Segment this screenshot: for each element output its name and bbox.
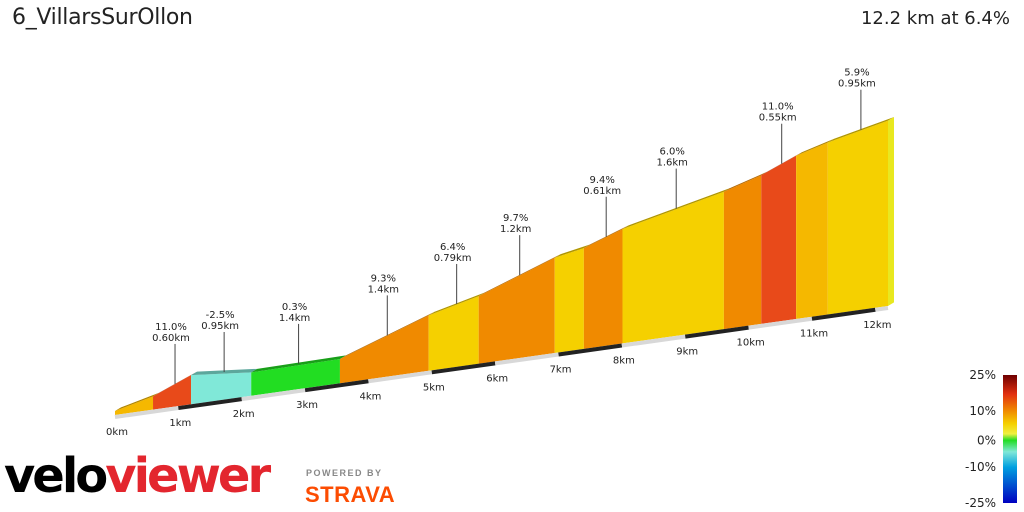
profile-segment xyxy=(583,229,623,349)
segment-grade-label: -2.5% xyxy=(206,310,235,321)
profile-segment-top xyxy=(723,171,768,192)
segment-length-label: 0.60km xyxy=(152,333,190,344)
baseline-km-stripe xyxy=(241,388,306,402)
profile-segment xyxy=(827,120,888,315)
segment-grade-label: 9.3% xyxy=(371,273,396,284)
segment-length-label: 0.95km xyxy=(201,321,239,332)
profile-segment xyxy=(796,142,828,319)
segment-grade-label: 5.9% xyxy=(844,68,869,79)
veloviewer-logo: veloviewer xyxy=(4,452,271,500)
segment-length-label: 1.6km xyxy=(656,158,687,169)
logo-velo: velo xyxy=(4,448,108,504)
baseline-km-stripe xyxy=(684,325,749,339)
segment-grade-label: 9.7% xyxy=(503,213,528,224)
baseline-km-stripe xyxy=(875,306,889,312)
segment-grade-label: 6.4% xyxy=(440,242,465,253)
baseline-km-stripe xyxy=(621,334,686,348)
profile-segment-top xyxy=(583,225,629,249)
strava-logo: STRAVA xyxy=(305,482,396,507)
baseline-km-stripe xyxy=(748,316,813,330)
profile-segment xyxy=(153,375,192,410)
km-tick-label: 8km xyxy=(613,356,635,367)
km-tick-label: 11km xyxy=(800,329,828,340)
segment-length-label: 1.2km xyxy=(500,224,531,235)
segment-length-label: 1.4km xyxy=(279,313,310,324)
legend-tick-label: -10% xyxy=(965,460,996,474)
profile-segment-top xyxy=(796,138,834,156)
profile-segment xyxy=(478,257,555,364)
distance-baseline xyxy=(114,306,889,419)
segment-length-label: 0.55km xyxy=(759,113,797,124)
km-tick-label: 9km xyxy=(676,347,698,358)
baseline-km-stripe xyxy=(368,370,433,384)
climb-summary: 12.2 km at 6.4% xyxy=(860,8,1010,29)
km-tick-label: 2km xyxy=(233,409,255,420)
profile-segment xyxy=(339,315,429,384)
powered-by-text: POWERED BY xyxy=(306,468,383,478)
baseline-km-stripe xyxy=(494,352,559,366)
segment-grade-label: 11.0% xyxy=(155,322,187,333)
profile-segment-top xyxy=(251,355,346,373)
km-tick-label: 5km xyxy=(423,382,445,393)
profile-end-cap xyxy=(888,116,894,307)
baseline-km-stripe xyxy=(114,406,179,419)
logo-viewer: viewer xyxy=(105,448,271,504)
baseline-km-stripe xyxy=(558,343,623,357)
km-tick-label: 12km xyxy=(863,320,891,331)
segment-length-label: 0.79km xyxy=(434,253,472,264)
km-tick-label: 6km xyxy=(486,373,508,384)
profile-segment xyxy=(761,155,797,324)
legend-colorbar xyxy=(1003,375,1017,503)
segment-labels: 11.0%0.60km-2.5%0.95km0.3%1.4km9.3%1.4km… xyxy=(152,68,876,384)
profile-segments xyxy=(115,116,894,415)
baseline-km-stripe xyxy=(811,307,876,321)
km-tick-label: 1km xyxy=(169,418,191,429)
legend-tick-label: 10% xyxy=(969,404,996,418)
km-tick-labels: 0km 1km 2km 3km 4km 5km 6km 7km 8km 9km 10km 11km 12… xyxy=(106,320,891,438)
segment-length-label: 0.61km xyxy=(583,186,621,197)
profile-segment xyxy=(554,248,584,353)
segment-length-label: 0.95km xyxy=(838,79,876,90)
km-tick-label: 10km xyxy=(736,338,764,349)
segment-length-label: 1.4km xyxy=(368,284,399,295)
km-tick-label: 4km xyxy=(359,391,381,402)
gradient-legend: 25% 10% 0% -10% -25% xyxy=(965,368,1017,510)
baseline-km-stripe xyxy=(304,379,369,393)
legend-tick-label: 25% xyxy=(969,368,996,382)
chart-title: 6_VillarsSurOllon xyxy=(12,5,193,30)
baseline-km-stripe xyxy=(178,397,243,411)
profile-segment xyxy=(723,175,762,330)
profile-segment-top xyxy=(115,392,160,411)
segment-grade-label: 0.3% xyxy=(282,302,307,313)
profile-segment xyxy=(251,358,340,396)
profile-segment xyxy=(622,191,724,344)
legend-tick-label: 0% xyxy=(977,433,996,447)
profile-segment-top xyxy=(554,244,590,258)
baseline-km-stripe xyxy=(431,361,496,375)
profile-segment xyxy=(428,296,479,371)
profile-segment xyxy=(115,396,154,415)
km-tick-label: 3km xyxy=(296,400,318,411)
segment-grade-label: 11.0% xyxy=(762,102,794,113)
legend-tick-label: -25% xyxy=(965,496,996,510)
segment-grade-label: 6.0% xyxy=(660,147,685,158)
km-tick-label: 7km xyxy=(550,364,572,375)
segment-grade-label: 9.4% xyxy=(589,175,614,186)
profile-segment xyxy=(191,372,252,405)
km-tick-label: 0km xyxy=(106,427,128,438)
